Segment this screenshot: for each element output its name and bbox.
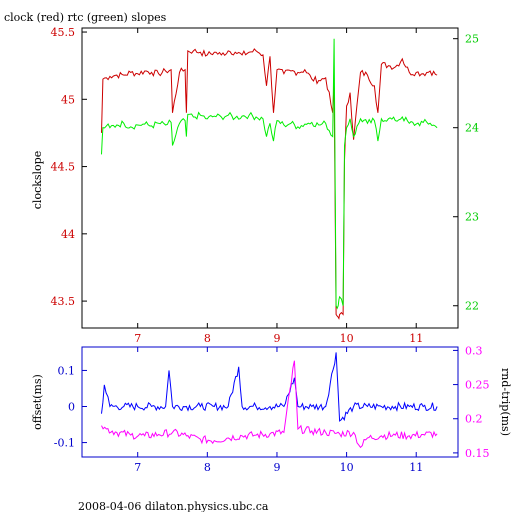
chart-title: clock (red) rtc (green) slopes	[4, 11, 167, 24]
y-tick-label-left: 44.5	[51, 161, 76, 174]
series-line-offset	[101, 352, 438, 422]
y-tick-label-left: 0	[68, 401, 75, 414]
x-tick-label: 7	[134, 461, 141, 474]
x-tick-label: 7	[134, 332, 141, 345]
x-tick-label: 10	[340, 332, 354, 345]
y-tick-label-right: 0.15	[465, 447, 490, 460]
slopes-panel: 7 8 9 10 11 43.5 44 44.5 45 45.5 22 23 24 25 clockslo…	[31, 26, 479, 345]
series-line-rnd-trip	[101, 360, 438, 449]
y-tick-label-right: 0.2	[465, 413, 483, 426]
y-tick-label-right: 0.25	[465, 379, 490, 392]
y-tick-label-right: 23	[465, 211, 479, 224]
y-tick-label-right: 22	[465, 300, 479, 313]
y-tick-label-right: 0.3	[465, 344, 483, 357]
x-tick-label: 11	[409, 332, 423, 345]
offset-y-axis-label: offset(ms)	[31, 374, 44, 430]
series-line-clock	[101, 48, 438, 320]
y-tick-label-left: 44	[61, 228, 75, 241]
y-tick-label-right: 24	[465, 122, 479, 135]
offset-plot-frame	[81, 346, 459, 458]
x-tick-label: 11	[409, 461, 423, 474]
y-tick-label-right: 25	[465, 33, 479, 46]
x-tick-label: 9	[273, 332, 280, 345]
footer-host-date: 2008-04-06 dilaton.physics.ubc.ca	[78, 500, 269, 512]
y-tick-label-left: 45	[61, 93, 75, 106]
y-tick-label-left: 43.5	[51, 295, 76, 308]
x-tick-label: 8	[204, 461, 211, 474]
offset-panel: 7 8 9 10 11 -0.1 0 0.1 0.15 0.2 0.25 0.3 offset(ms)…	[31, 344, 512, 474]
x-tick-label: 10	[340, 461, 354, 474]
slopes-plot-frame	[81, 27, 459, 329]
roundtrip-y-axis-label: rnd-trip(ms)	[499, 368, 512, 436]
slopes-y-axis-label: clockslope	[31, 151, 44, 209]
x-tick-label: 9	[273, 461, 280, 474]
series-line-rtc	[101, 38, 438, 310]
y-tick-label-left: 45.5	[51, 26, 76, 39]
y-tick-label-left: -0.1	[54, 437, 75, 450]
x-tick-label: 8	[204, 332, 211, 345]
y-tick-label-left: 0.1	[58, 364, 76, 377]
